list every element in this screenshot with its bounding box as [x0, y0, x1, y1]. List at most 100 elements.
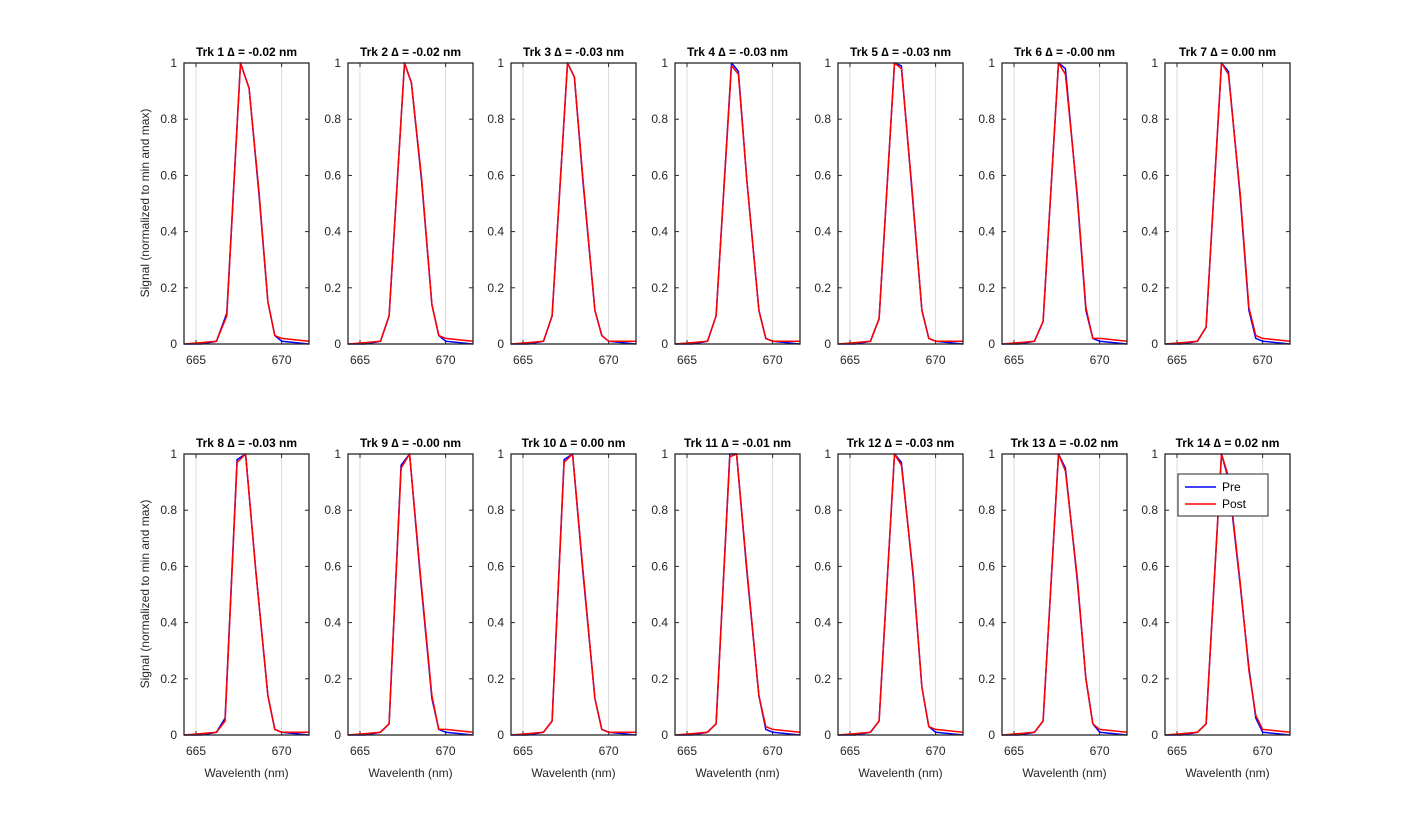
y-tick-label: 1: [497, 447, 504, 461]
subplot-trk-4: Trk 4 ∆ = -0.03 nm 0 0.2 0.4 0.6 0.8 1 665 670: [651, 45, 801, 367]
x-axis-label: Wavelenth (nm): [1185, 766, 1269, 780]
x-axis-label: Wavelenth (nm): [368, 766, 452, 780]
x-tick-label: 670: [599, 744, 619, 758]
legend-label-post: Post: [1222, 497, 1247, 511]
x-tick-label: 665: [350, 353, 370, 367]
y-tick-label: 0.4: [651, 616, 668, 630]
y-tick-label: 0.6: [160, 559, 177, 573]
y-tick-label: 0.4: [1141, 616, 1158, 630]
y-tick-label: 0.4: [814, 225, 831, 239]
y-axis-label-top-row: Signal (normalized to min and max): [138, 109, 152, 298]
y-tick-label: 0.2: [487, 281, 504, 295]
y-tick-label: 0.2: [487, 672, 504, 686]
y-tick-label: 0.6: [324, 168, 341, 182]
y-tick-label: 0: [334, 728, 341, 742]
plot-area: [675, 63, 800, 344]
y-tick-label: 0.2: [814, 672, 831, 686]
subplot-trk-1: Trk 1 ∆ = -0.02 nm 0 0.2 0.4 0.6 0.8 1 665 670: [160, 45, 310, 367]
subplot-title: Trk 10 ∆ = 0.00 nm: [522, 436, 626, 450]
y-tick-label: 0.6: [1141, 168, 1158, 182]
y-tick-label: 0.6: [160, 168, 177, 182]
y-tick-label: 0.4: [487, 616, 504, 630]
x-tick-label: 670: [599, 353, 619, 367]
x-tick-label: 670: [436, 744, 456, 758]
series-line-post: [837, 62, 963, 345]
axes-box: [347, 453, 474, 736]
y-tick-label: 0.2: [324, 281, 341, 295]
y-tick-label: 0.8: [487, 112, 504, 126]
y-tick-label: 0: [988, 337, 995, 351]
subplot-title: Trk 8 ∆ = -0.03 nm: [196, 436, 297, 450]
subplot-trk-10: Trk 10 ∆ = 0.00 nm 0 0.2 0.4 0.6 0.8 1 665 670 Wa…: [487, 436, 637, 780]
x-tick-label: 670: [1090, 744, 1110, 758]
y-tick-label: 0: [824, 728, 831, 742]
y-tick-label: 0: [824, 337, 831, 351]
subplot-trk-11: Trk 11 ∆ = -0.01 nm 0 0.2 0.4 0.6 0.8 1 665 670 W…: [651, 436, 801, 780]
x-tick-label: 670: [926, 353, 946, 367]
subplot-title: Trk 4 ∆ = -0.03 nm: [687, 45, 788, 59]
y-tick-label: 0.6: [978, 168, 995, 182]
y-tick-label: 1: [170, 447, 177, 461]
y-tick-label: 0.8: [814, 112, 831, 126]
x-tick-label: 665: [186, 353, 206, 367]
subplot-trk-3: Trk 3 ∆ = -0.03 nm 0 0.2 0.4 0.6 0.8 1 665 670: [487, 45, 637, 367]
y-tick-label: 0.2: [324, 672, 341, 686]
legend-box: [1177, 473, 1269, 517]
series-line-post: [1164, 62, 1291, 345]
y-tick-label: 1: [661, 56, 668, 70]
y-tick-label: 0.6: [1141, 559, 1158, 573]
axes-box: [1001, 453, 1128, 736]
y-tick-label: 0: [661, 337, 668, 351]
y-tick-label: 0.2: [651, 672, 668, 686]
y-tick-label: 1: [497, 56, 504, 70]
y-tick-label: 0: [1151, 337, 1158, 351]
x-tick-label: 665: [1167, 744, 1187, 758]
y-tick-label: 0: [497, 728, 504, 742]
axes-box: [183, 62, 310, 345]
y-tick-label: 0.8: [324, 503, 341, 517]
y-tick-label: 0.8: [978, 503, 995, 517]
plot-area: [675, 454, 800, 735]
y-tick-label: 0.2: [651, 281, 668, 295]
axes-box: [1001, 62, 1128, 345]
y-tick-label: 0.4: [651, 225, 668, 239]
x-tick-label: 670: [436, 353, 456, 367]
x-axis-label: Wavelenth (nm): [531, 766, 615, 780]
series-line-post: [674, 65, 800, 345]
plot-area: [1165, 63, 1290, 344]
y-tick-label: 0.8: [651, 112, 668, 126]
axes-box: [1164, 453, 1291, 736]
y-tick-label: 1: [988, 56, 995, 70]
y-tick-label: 0.4: [324, 225, 341, 239]
subplot-title: Trk 13 ∆ = -0.02 nm: [1011, 436, 1119, 450]
y-tick-label: 0.2: [1141, 672, 1158, 686]
y-tick-label: 0: [497, 337, 504, 351]
x-tick-label: 670: [272, 744, 292, 758]
series-line-post: [1001, 62, 1128, 345]
y-tick-label: 0.6: [978, 559, 995, 573]
y-tick-label: 1: [661, 447, 668, 461]
plot-area: [511, 454, 636, 735]
x-tick-label: 670: [272, 353, 292, 367]
axes-box: [674, 62, 801, 345]
x-tick-label: 670: [763, 744, 783, 758]
x-tick-label: 670: [1090, 353, 1110, 367]
y-tick-label: 0.8: [160, 503, 177, 517]
x-axis-label: Wavelenth (nm): [858, 766, 942, 780]
y-tick-label: 1: [824, 447, 831, 461]
y-tick-label: 0.2: [978, 672, 995, 686]
y-tick-label: 0.6: [487, 559, 504, 573]
series-line-post: [1001, 453, 1128, 736]
x-tick-label: 665: [677, 744, 697, 758]
series-line-post: [183, 62, 310, 345]
x-tick-label: 665: [840, 353, 860, 367]
subplot-trk-14: Trk 14 ∆ = 0.02 nm 0 0.2 0.4 0.6 0.8 1 665 670 Wa…: [1141, 436, 1291, 780]
subplot-title: Trk 14 ∆ = 0.02 nm: [1176, 436, 1280, 450]
subplot-trk-5: Trk 5 ∆ = -0.03 nm 0 0.2 0.4 0.6 0.8 1 665 670: [814, 45, 964, 367]
subplot-title: Trk 3 ∆ = -0.03 nm: [523, 45, 624, 59]
plot-area: [1002, 454, 1127, 735]
x-tick-label: 665: [350, 744, 370, 758]
y-tick-label: 0.2: [160, 672, 177, 686]
